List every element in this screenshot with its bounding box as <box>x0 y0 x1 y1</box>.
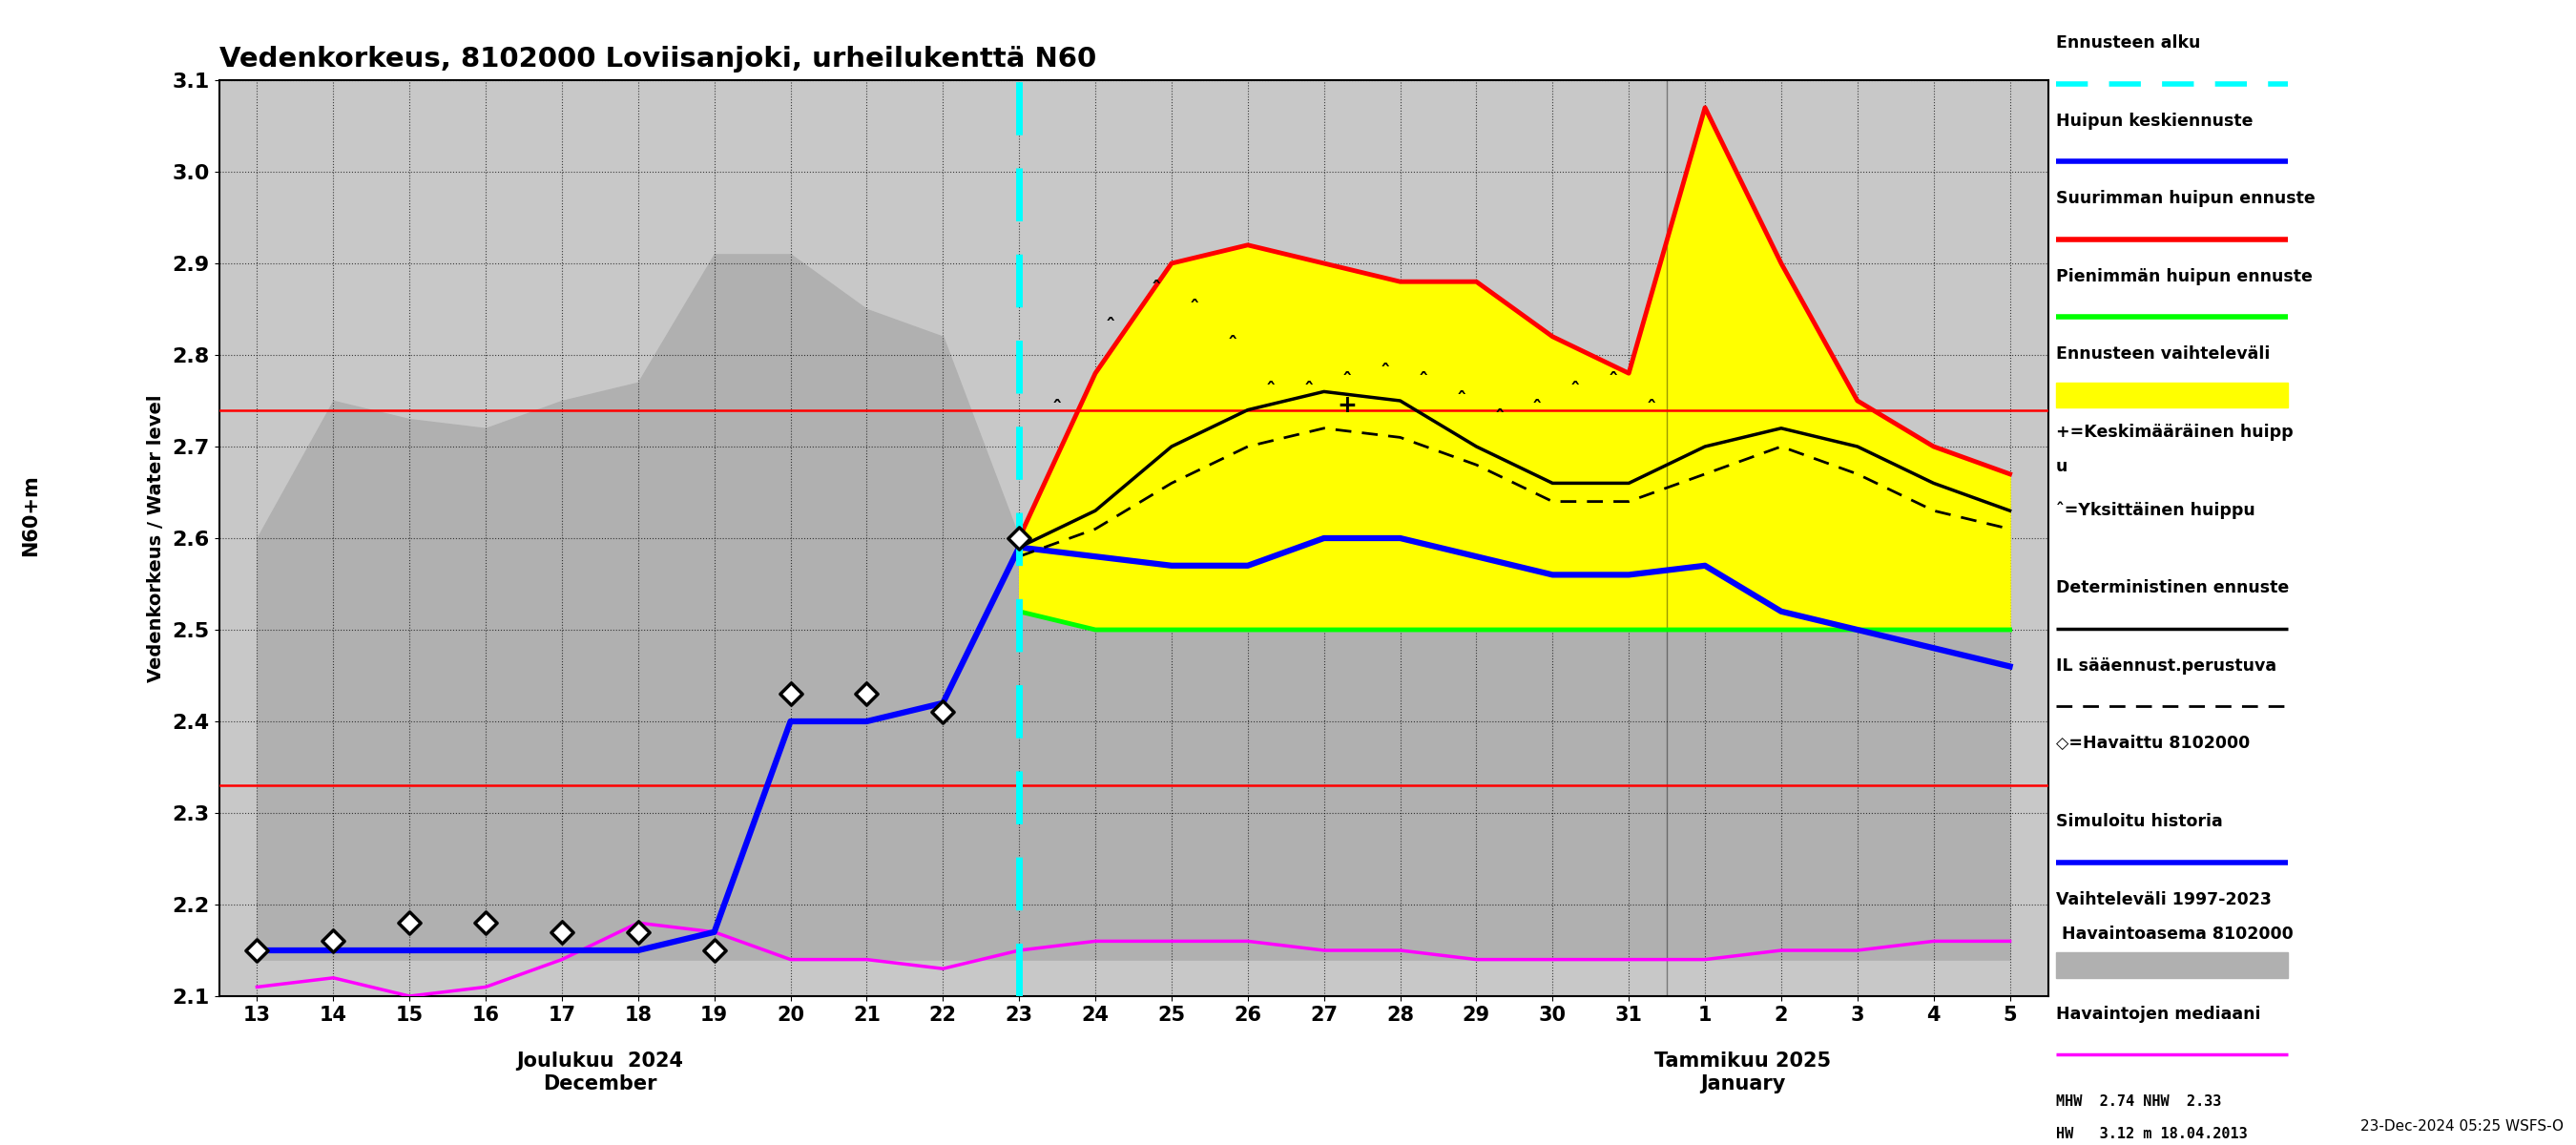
Text: ˆ: ˆ <box>1533 400 1543 419</box>
Text: Suurimman huipun ennuste: Suurimman huipun ennuste <box>2056 190 2316 207</box>
Text: ˆ: ˆ <box>1303 381 1314 401</box>
Text: Pienimmän huipun ennuste: Pienimmän huipun ennuste <box>2056 268 2313 285</box>
Text: ˆ: ˆ <box>1417 372 1427 392</box>
Point <box>541 923 582 941</box>
Point <box>770 685 811 703</box>
Text: Simuloitu historia: Simuloitu historia <box>2056 813 2223 830</box>
Point <box>922 703 963 721</box>
Text: 23-Dec-2024 05:25 WSFS-O: 23-Dec-2024 05:25 WSFS-O <box>2360 1120 2563 1134</box>
Text: MHW  2.74 NHW  2.33: MHW 2.74 NHW 2.33 <box>2056 1095 2221 1110</box>
Text: IL sääennust.perustuva: IL sääennust.perustuva <box>2056 657 2277 674</box>
Text: Havaintoasema 8102000: Havaintoasema 8102000 <box>2056 925 2293 942</box>
Text: ˆ: ˆ <box>1571 381 1582 401</box>
Text: Huipun keskiennuste: Huipun keskiennuste <box>2056 112 2251 129</box>
Text: ˆ: ˆ <box>1607 372 1618 392</box>
Text: Joulukuu  2024
December: Joulukuu 2024 December <box>518 1052 683 1093</box>
Text: HW   3.12 m 18.04.2013: HW 3.12 m 18.04.2013 <box>2056 1127 2246 1142</box>
Text: Ennusteen vaihteleväli: Ennusteen vaihteleväli <box>2056 346 2269 363</box>
Text: ˆ: ˆ <box>1190 299 1200 318</box>
Text: N60+m: N60+m <box>21 474 41 556</box>
Text: Ennusteen alku: Ennusteen alku <box>2056 34 2200 52</box>
Point <box>999 529 1041 547</box>
Point <box>237 941 278 960</box>
Point <box>389 914 430 932</box>
Text: ˆ: ˆ <box>1494 409 1504 428</box>
Text: Tammikuu 2025
January: Tammikuu 2025 January <box>1654 1052 1832 1093</box>
Text: Vaihteleväli 1997-2023: Vaihteleväli 1997-2023 <box>2056 891 2272 908</box>
Text: +=Keskimääräinen huipp: +=Keskimääräinen huipp <box>2056 424 2293 441</box>
Point <box>466 914 507 932</box>
Y-axis label: Vedenkorkeus / Water level: Vedenkorkeus / Water level <box>147 394 165 682</box>
Text: Deterministinen ennuste: Deterministinen ennuste <box>2056 579 2287 597</box>
Text: ˆ: ˆ <box>1342 372 1352 392</box>
Text: ˆ: ˆ <box>1229 335 1236 355</box>
Text: Vedenkorkeus, 8102000 Loviisanjoki, urheilukenttä N60: Vedenkorkeus, 8102000 Loviisanjoki, urhe… <box>219 46 1095 72</box>
Text: ˆ: ˆ <box>1455 390 1466 410</box>
Text: u: u <box>2056 458 2069 475</box>
Point <box>618 923 659 941</box>
Point <box>312 932 353 950</box>
Text: ˆ: ˆ <box>1105 317 1115 337</box>
Point <box>693 941 734 960</box>
Point <box>845 685 886 703</box>
Text: ˆ: ˆ <box>1051 400 1061 419</box>
Text: ˆ: ˆ <box>1151 281 1162 300</box>
Text: ˆ=Yksittäinen huippu: ˆ=Yksittäinen huippu <box>2056 502 2254 519</box>
Text: ◇=Havaittu 8102000: ◇=Havaittu 8102000 <box>2056 735 2249 752</box>
Text: ˆ: ˆ <box>1381 363 1391 382</box>
Text: ˆ: ˆ <box>1265 381 1275 401</box>
Text: +: + <box>1337 394 1358 417</box>
Text: Havaintojen mediaani: Havaintojen mediaani <box>2056 1005 2259 1022</box>
Text: ˆ: ˆ <box>1646 400 1656 419</box>
